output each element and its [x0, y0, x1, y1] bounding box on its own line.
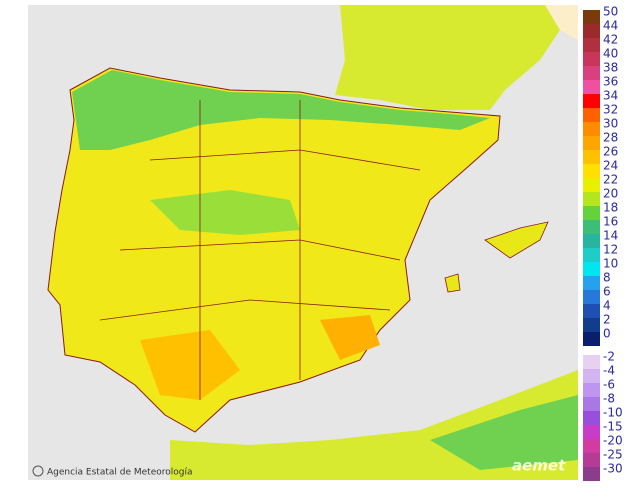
legend-label: -25 — [603, 448, 623, 462]
legend-label: -15 — [603, 420, 623, 434]
legend-swatch — [583, 425, 600, 439]
legend-swatch — [583, 122, 600, 136]
legend-label: -8 — [603, 392, 615, 406]
legend-swatch — [583, 369, 600, 383]
legend-label: -30 — [603, 462, 623, 476]
france — [335, 5, 560, 110]
legend-label: 10 — [603, 257, 618, 271]
legend-label: 36 — [603, 75, 618, 89]
legend-swatch — [583, 397, 600, 411]
legend-label: 18 — [603, 201, 618, 215]
north-band — [72, 70, 490, 150]
legend-label: -10 — [603, 406, 623, 420]
legend-swatch — [583, 66, 600, 80]
legend-swatch — [583, 467, 600, 481]
legend-label: 12 — [603, 243, 618, 257]
legend-swatch — [583, 234, 600, 248]
legend-swatch — [583, 10, 600, 24]
legend-swatch — [583, 38, 600, 52]
legend-label: 8 — [603, 271, 611, 285]
legend-label: 30 — [603, 117, 618, 131]
southeast-warm — [320, 315, 380, 360]
legend-swatch — [583, 206, 600, 220]
legend-swatch — [583, 178, 600, 192]
legend-label: 4 — [603, 299, 611, 313]
legend-swatch — [583, 220, 600, 234]
legend-swatch — [583, 192, 600, 206]
legend-label: 26 — [603, 145, 618, 159]
map: Agencia Estatal de Meteorología aemet — [28, 5, 578, 480]
mallorca — [484, 221, 549, 259]
legend-swatch — [583, 108, 600, 122]
legend-label: 50 — [603, 5, 618, 19]
legend-swatch — [583, 94, 600, 108]
legend-label: 42 — [603, 33, 618, 47]
legend-swatch — [583, 24, 600, 38]
legend-swatch — [583, 383, 600, 397]
central-range — [150, 190, 300, 235]
legend-label: 22 — [603, 173, 618, 187]
legend-label: -4 — [603, 364, 615, 378]
legend-label: -2 — [603, 350, 615, 364]
copyright-icon — [32, 465, 44, 477]
legend-swatch — [583, 150, 600, 164]
legend-swatch — [583, 262, 600, 276]
legend-swatch — [583, 248, 600, 262]
logo: aemet — [512, 457, 566, 475]
legend-label: 24 — [603, 159, 618, 173]
legend-label: 6 — [603, 285, 611, 299]
legend-label: 34 — [603, 89, 618, 103]
legend-swatch — [583, 304, 600, 318]
south-warm — [140, 330, 240, 400]
legend: 5044424038363432302826242220181614121086… — [583, 5, 623, 481]
legend-swatch — [583, 290, 600, 304]
legend-label: 0 — [603, 327, 611, 341]
legend-swatch — [583, 439, 600, 453]
legend-label: -20 — [603, 434, 623, 448]
italy — [545, 5, 578, 40]
legend-swatch — [583, 276, 600, 290]
legend-label: 44 — [603, 19, 618, 33]
legend-swatch — [583, 136, 600, 150]
legend-swatch — [583, 453, 600, 467]
credit: Agencia Estatal de Meteorología — [47, 468, 193, 478]
legend-label: 2 — [603, 313, 611, 327]
legend-swatch — [583, 411, 600, 425]
legend-label: -6 — [603, 378, 615, 392]
province-borders — [99, 100, 421, 400]
legend-label: 38 — [603, 61, 618, 75]
legend-swatch — [583, 355, 600, 369]
legend-label: 40 — [603, 47, 618, 61]
legend-swatch — [583, 332, 600, 346]
atlas — [430, 395, 578, 470]
legend-label: 20 — [603, 187, 618, 201]
legend-swatch — [583, 318, 600, 332]
legend-swatch — [583, 164, 600, 178]
legend-label: 16 — [603, 215, 618, 229]
legend-swatch — [583, 80, 600, 94]
legend-label: 14 — [603, 229, 618, 243]
ibiza — [444, 273, 461, 293]
legend-label: 32 — [603, 103, 618, 117]
legend-label: 28 — [603, 131, 618, 145]
legend-swatch — [583, 52, 600, 66]
